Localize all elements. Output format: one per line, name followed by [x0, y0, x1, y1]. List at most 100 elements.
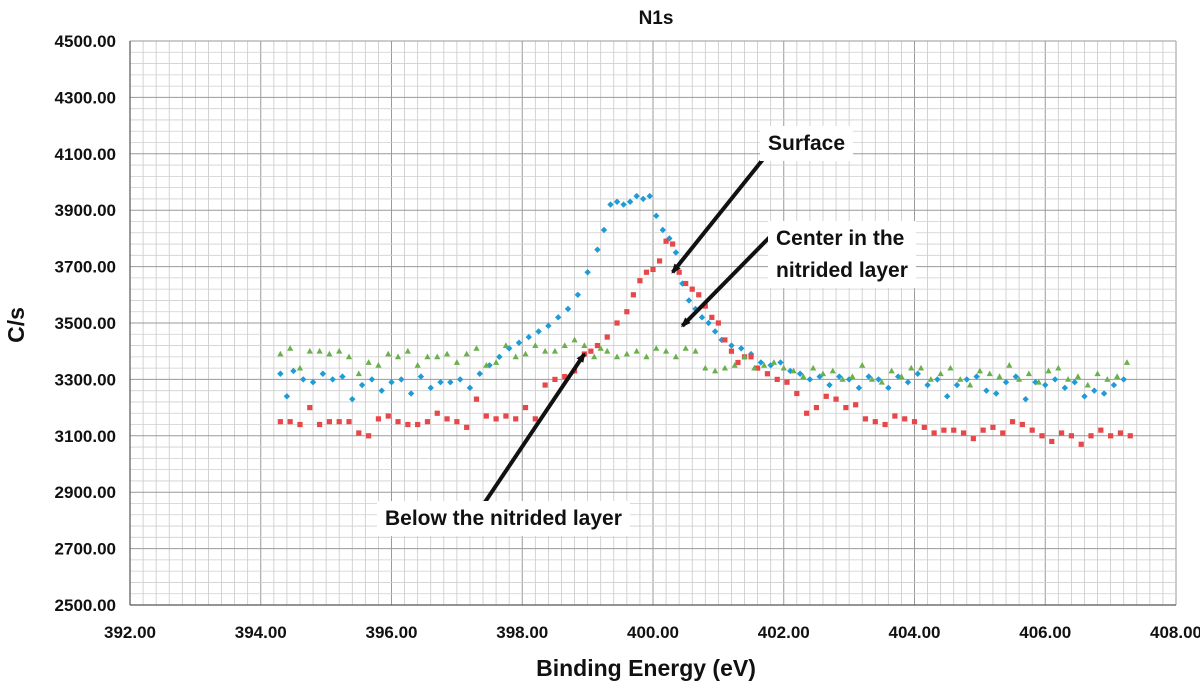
data-point	[466, 384, 474, 392]
data-point	[911, 419, 918, 425]
data-point	[662, 347, 670, 354]
data-point	[947, 364, 954, 371]
data-point	[712, 367, 719, 374]
data-point	[326, 350, 333, 357]
data-point	[1039, 433, 1045, 439]
data-point	[1098, 427, 1104, 433]
data-point	[804, 410, 810, 416]
data-point	[839, 376, 846, 382]
data-point	[927, 376, 934, 382]
y-tick-label: 3700.00	[55, 258, 116, 277]
data-point	[584, 269, 591, 276]
data-point	[473, 396, 480, 402]
data-point	[336, 347, 343, 354]
data-point	[715, 320, 721, 326]
data-point	[986, 370, 993, 377]
data-point	[859, 362, 866, 368]
data-point	[1009, 419, 1016, 425]
data-point	[434, 410, 440, 416]
data-points	[277, 192, 1133, 447]
data-point	[398, 376, 405, 383]
data-point	[892, 413, 898, 419]
data-point	[456, 376, 464, 383]
data-point	[718, 336, 725, 344]
data-point	[1055, 364, 1062, 371]
data-point	[826, 381, 833, 389]
y-tick-label: 4500.00	[55, 32, 116, 51]
data-point	[594, 246, 601, 253]
data-point	[1084, 381, 1091, 388]
y-tick-label: 4300.00	[55, 88, 116, 107]
data-point	[613, 198, 621, 205]
x-tick-label: 400.00	[627, 623, 679, 642]
data-point	[993, 390, 1000, 397]
data-point	[522, 405, 529, 411]
data-point	[496, 353, 503, 361]
data-point	[1078, 441, 1084, 447]
data-point	[696, 292, 702, 298]
series-diamond	[277, 192, 1127, 403]
data-point	[1071, 379, 1078, 386]
y-tick-label: 3100.00	[55, 427, 116, 446]
data-point	[790, 367, 797, 374]
data-point	[770, 359, 778, 365]
data-point	[349, 395, 356, 403]
data-point	[345, 353, 353, 360]
annotation-label: Below the nitrided layer	[385, 507, 622, 530]
data-point	[705, 319, 712, 327]
data-point	[868, 376, 876, 382]
data-point	[774, 376, 780, 382]
data-point	[888, 367, 895, 374]
data-point	[761, 362, 768, 368]
data-point	[767, 362, 774, 369]
data-point	[339, 373, 346, 380]
data-point	[394, 353, 402, 360]
annotation-label: Surface	[768, 132, 845, 155]
data-point	[283, 393, 291, 400]
data-point	[1065, 376, 1072, 382]
data-point	[395, 419, 401, 425]
annotation-label-line: Center in the	[776, 227, 904, 250]
data-point	[934, 376, 941, 383]
data-point	[581, 342, 588, 348]
data-point	[813, 405, 820, 411]
data-point	[914, 370, 921, 377]
data-point	[597, 345, 604, 351]
data-point	[306, 347, 313, 354]
data-point	[731, 362, 738, 368]
data-point	[591, 353, 598, 360]
data-point	[316, 421, 323, 428]
data-point	[692, 347, 699, 354]
data-point	[277, 419, 283, 425]
data-point	[604, 347, 611, 354]
data-point	[957, 376, 964, 382]
data-point	[1045, 367, 1052, 374]
data-point	[346, 419, 352, 425]
data-point	[1091, 387, 1098, 394]
data-point	[454, 419, 460, 425]
data-point	[464, 424, 470, 430]
data-point	[885, 384, 892, 392]
data-point	[513, 416, 519, 422]
data-point	[375, 362, 382, 368]
data-point	[908, 364, 915, 371]
data-point	[1019, 421, 1025, 428]
data-point	[764, 371, 771, 377]
data-point	[535, 328, 542, 335]
data-point	[525, 333, 532, 341]
data-point	[613, 353, 621, 360]
data-point	[307, 405, 313, 411]
data-point	[453, 359, 460, 365]
data-point	[806, 376, 814, 383]
data-point	[447, 379, 454, 386]
data-point	[963, 376, 970, 383]
data-point	[571, 336, 578, 343]
data-point	[1042, 381, 1049, 389]
data-point	[473, 345, 480, 351]
data-point	[415, 421, 421, 428]
annotation-arrow	[680, 231, 776, 328]
data-point	[1012, 373, 1020, 380]
data-point	[427, 384, 434, 392]
annotation-label-line: Below the nitrided layer	[385, 507, 622, 530]
data-point	[623, 350, 630, 357]
